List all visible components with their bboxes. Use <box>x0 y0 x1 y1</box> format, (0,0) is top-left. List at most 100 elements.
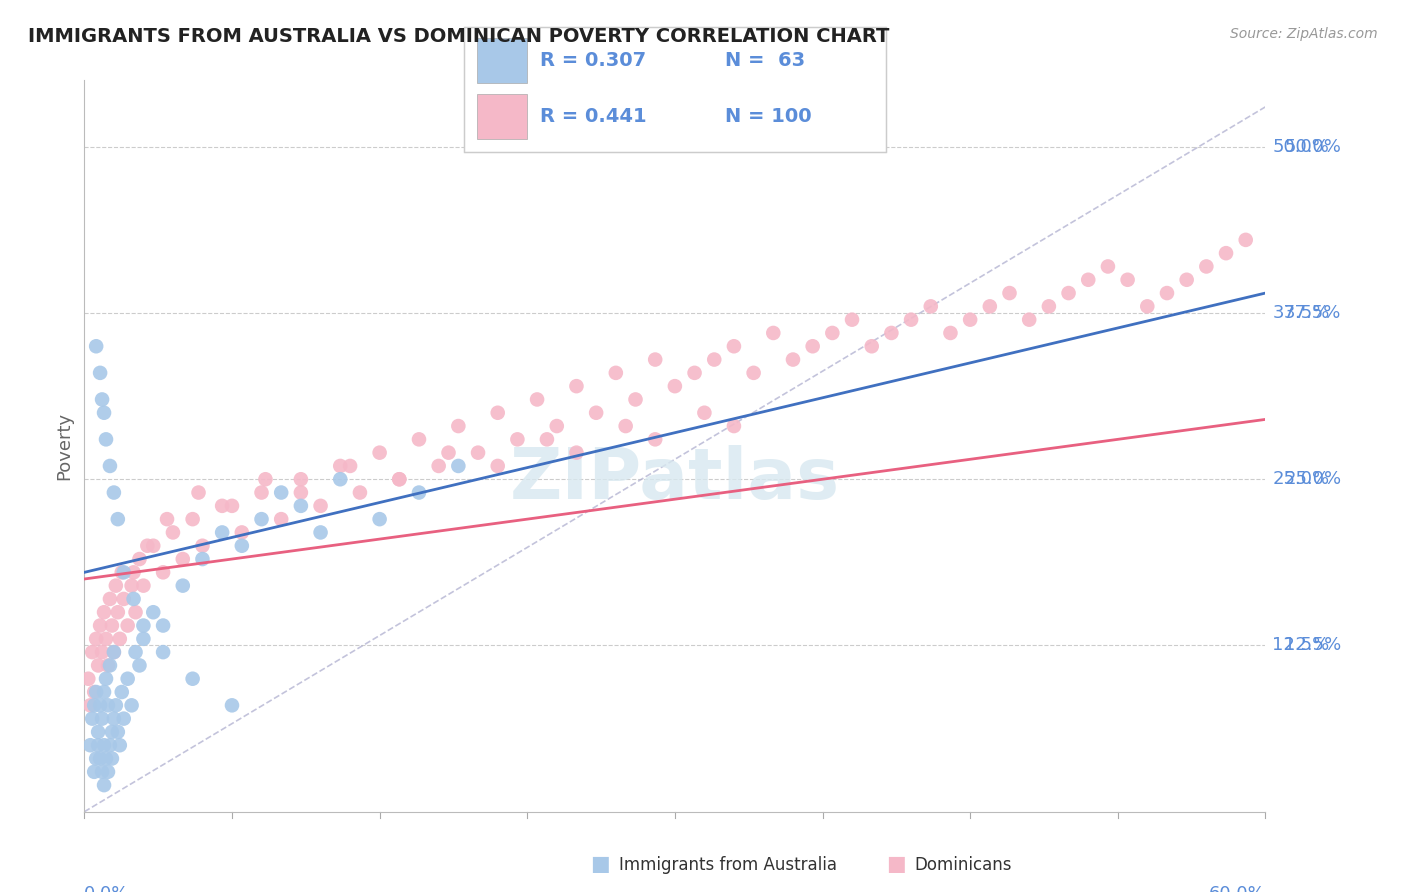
Point <box>98 591 121 606</box>
Point <box>959 312 981 326</box>
Point <box>122 591 145 606</box>
Point <box>181 672 204 686</box>
Point <box>94 672 117 686</box>
Point <box>821 326 844 340</box>
Point <box>368 445 391 459</box>
Point <box>614 419 637 434</box>
Point <box>762 326 785 340</box>
Point <box>683 366 706 380</box>
Point <box>1215 246 1237 260</box>
Point <box>546 419 568 434</box>
Point <box>723 419 745 434</box>
Point <box>644 352 666 367</box>
Point <box>408 485 430 500</box>
Point <box>117 672 139 686</box>
Point <box>101 725 124 739</box>
Text: 0.0%: 0.0% <box>84 885 129 892</box>
Point <box>309 525 332 540</box>
Point <box>506 433 529 447</box>
Point <box>329 472 352 486</box>
Point <box>270 485 292 500</box>
Text: ■: ■ <box>591 855 610 874</box>
Point <box>221 698 243 713</box>
Point <box>801 339 824 353</box>
Point <box>103 712 125 726</box>
Point <box>860 339 883 353</box>
Point <box>82 712 104 726</box>
Point <box>841 312 863 326</box>
Point <box>93 406 115 420</box>
Point <box>77 672 100 686</box>
Point <box>782 352 804 367</box>
Point <box>998 286 1021 301</box>
Text: Immigrants from Australia: Immigrants from Australia <box>619 856 837 874</box>
Point <box>368 512 391 526</box>
Point <box>486 458 509 473</box>
Point <box>1175 273 1198 287</box>
Point <box>644 433 666 447</box>
Point <box>309 499 332 513</box>
Point <box>124 645 146 659</box>
Point <box>142 605 165 619</box>
Text: ■: ■ <box>886 855 905 874</box>
Point <box>290 472 312 486</box>
Text: N =  63: N = 63 <box>725 51 806 70</box>
Point <box>437 445 460 459</box>
Point <box>290 485 312 500</box>
Point <box>605 366 627 380</box>
Point <box>94 751 117 765</box>
Y-axis label: Poverty: Poverty <box>55 412 73 480</box>
Point <box>91 392 114 407</box>
Point <box>536 433 558 447</box>
Point <box>526 392 548 407</box>
Point <box>1156 286 1178 301</box>
Point <box>128 552 150 566</box>
Point <box>624 392 647 407</box>
Point <box>329 458 352 473</box>
Point <box>250 485 273 500</box>
Bar <box>477 38 527 83</box>
Point <box>93 778 115 792</box>
Point <box>103 645 125 659</box>
Point <box>1097 260 1119 274</box>
Point <box>108 738 131 752</box>
Point <box>87 658 110 673</box>
Text: 25.0%: 25.0% <box>1284 470 1341 488</box>
Point <box>900 312 922 326</box>
Point <box>486 406 509 420</box>
Point <box>162 525 184 540</box>
Text: 12.5%: 12.5% <box>1284 637 1341 655</box>
Point <box>89 751 111 765</box>
Point <box>122 566 145 580</box>
Text: 50.0%: 50.0% <box>1272 137 1329 156</box>
Point <box>939 326 962 340</box>
Point <box>152 645 174 659</box>
Point <box>83 764 105 779</box>
Point <box>664 379 686 393</box>
Text: IMMIGRANTS FROM AUSTRALIA VS DOMINICAN POVERTY CORRELATION CHART: IMMIGRANTS FROM AUSTRALIA VS DOMINICAN P… <box>28 27 890 45</box>
Text: 50.0%: 50.0% <box>1284 137 1341 156</box>
Point <box>101 751 124 765</box>
Point <box>104 579 127 593</box>
Point <box>132 618 155 632</box>
Point <box>408 433 430 447</box>
Point <box>79 738 101 752</box>
Text: N = 100: N = 100 <box>725 107 813 126</box>
Point <box>172 579 194 593</box>
Point <box>290 499 312 513</box>
Point <box>98 458 121 473</box>
Text: R = 0.307: R = 0.307 <box>540 51 645 70</box>
Point <box>152 566 174 580</box>
Point <box>703 352 725 367</box>
Point <box>211 499 233 513</box>
Point <box>91 712 114 726</box>
Point <box>349 485 371 500</box>
Point <box>98 658 121 673</box>
Point <box>89 366 111 380</box>
Point <box>191 552 214 566</box>
Point <box>920 299 942 313</box>
Text: 60.0%: 60.0% <box>1209 885 1265 892</box>
Point <box>1234 233 1257 247</box>
Point <box>172 552 194 566</box>
Point <box>142 539 165 553</box>
